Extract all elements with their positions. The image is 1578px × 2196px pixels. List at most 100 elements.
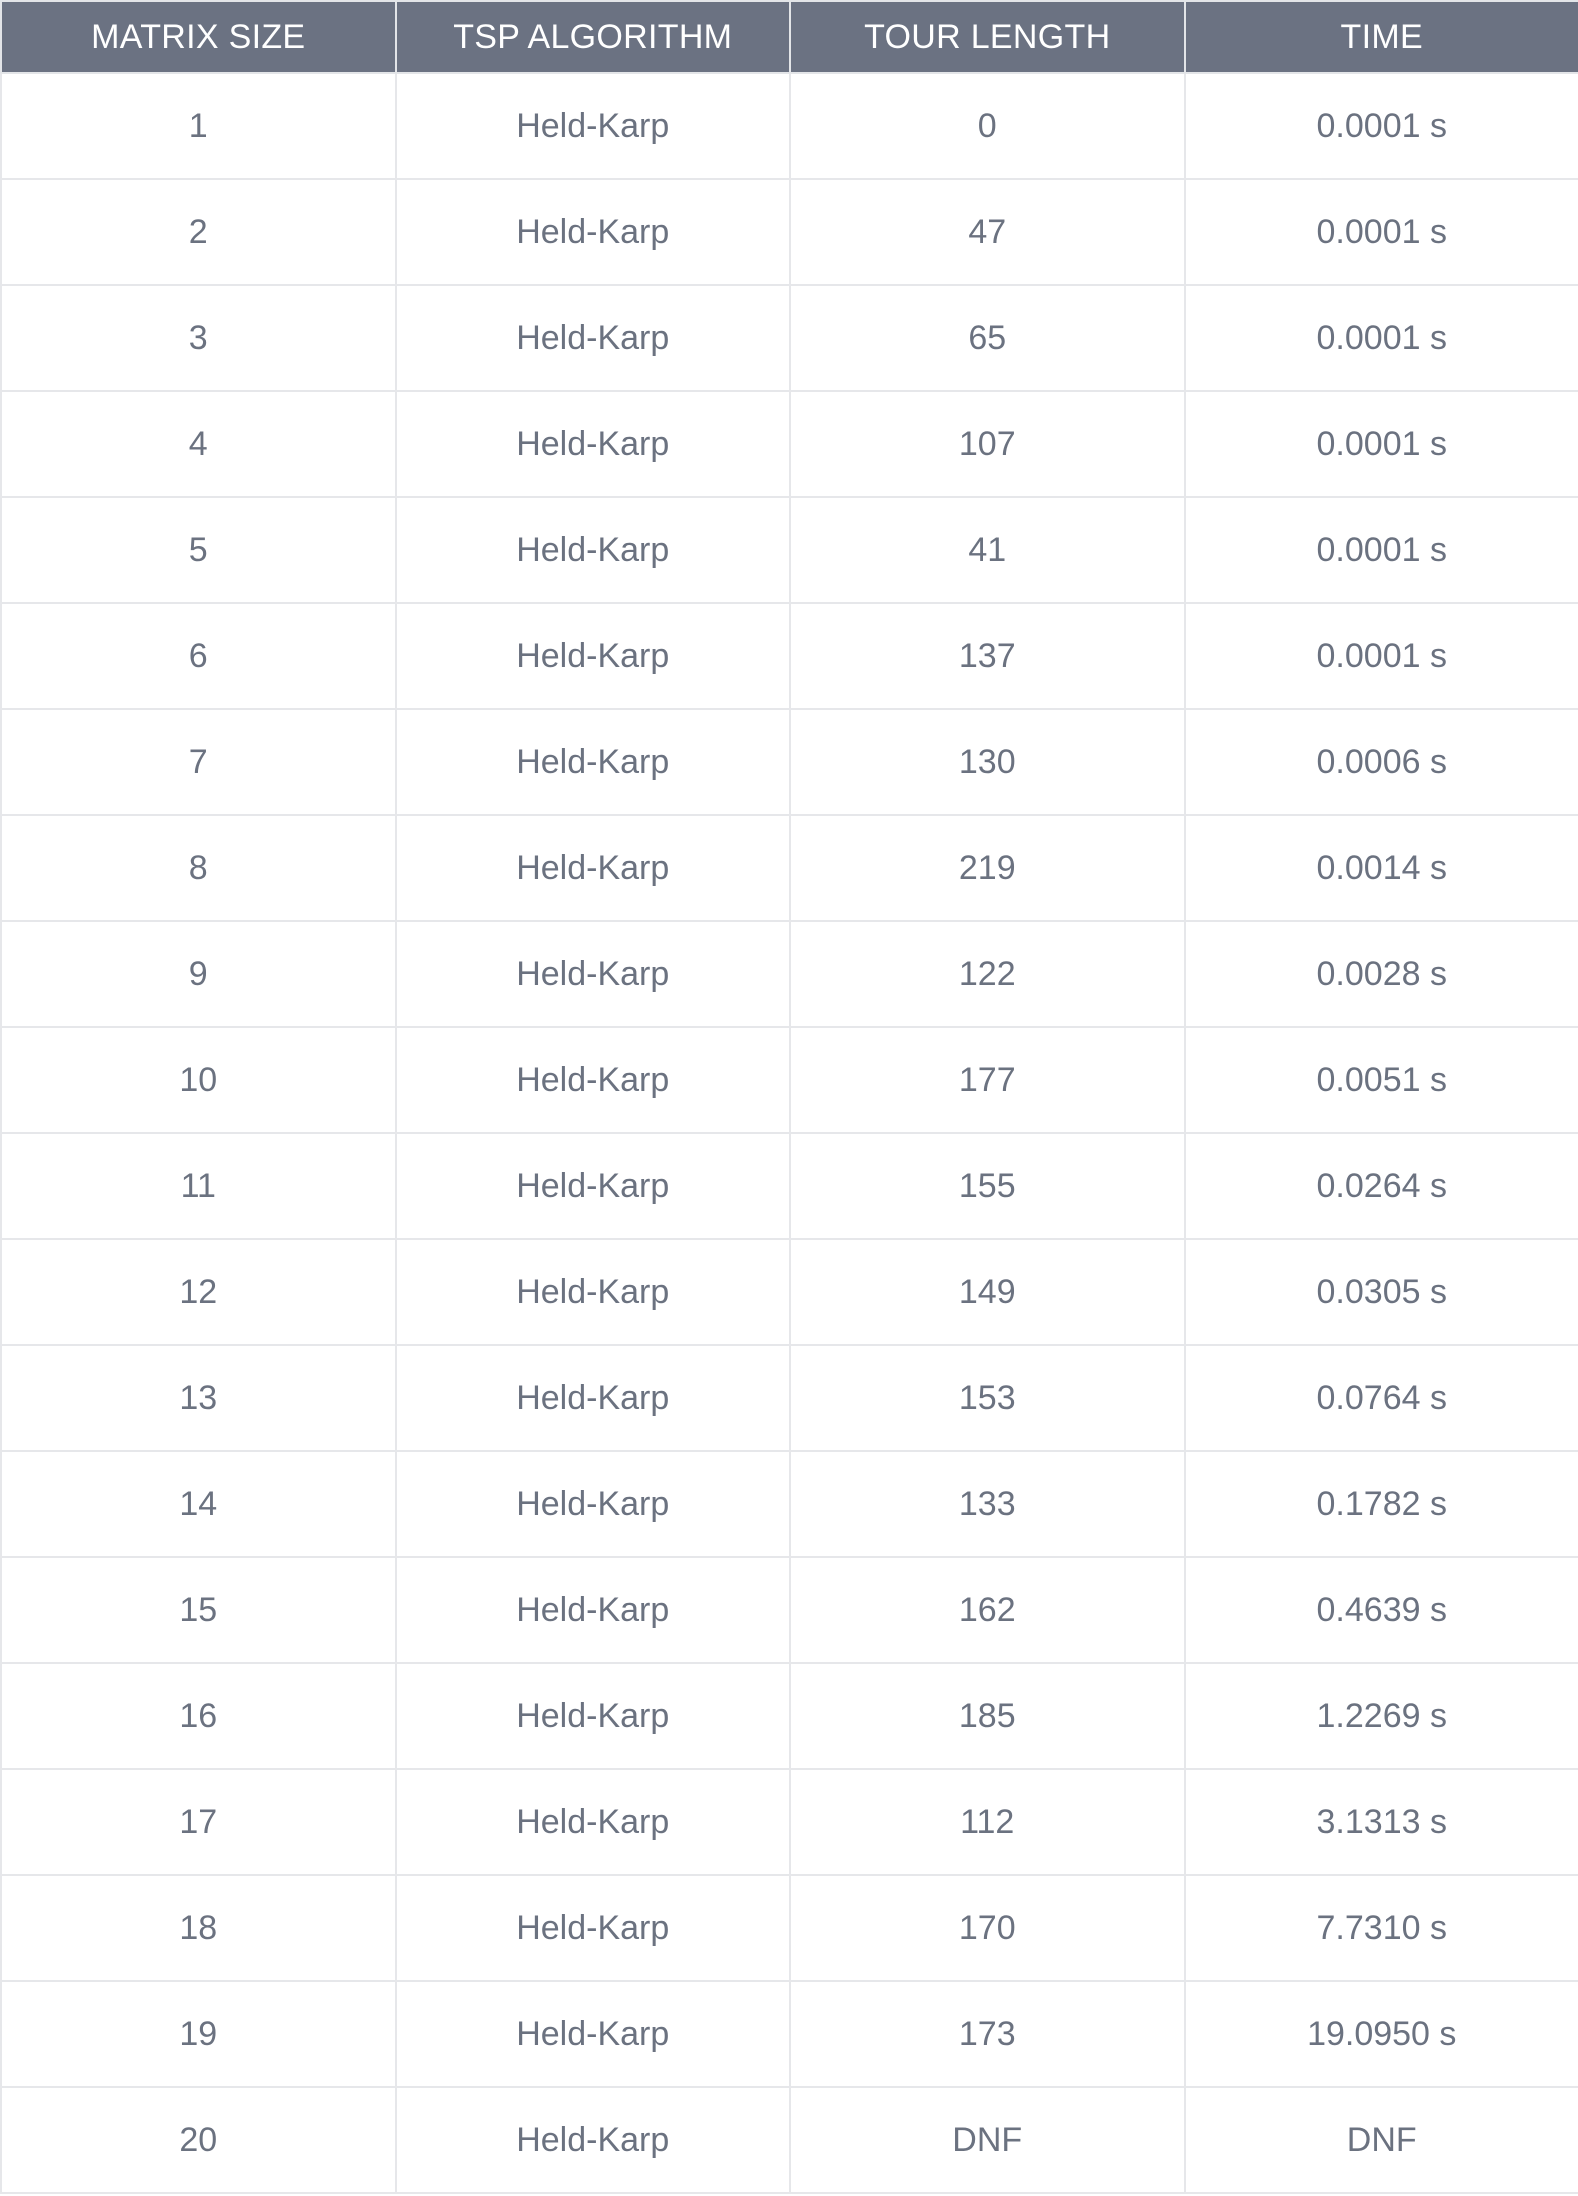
cell-matrix-size: 3 [0,284,397,392]
cell-time: 7.7310 s [1183,1874,1578,1982]
table-row: 1 Held-Karp 0 0.0001 s [0,72,1578,180]
cell-time: 0.0006 s [1183,708,1578,816]
cell-matrix-size: 7 [0,708,397,816]
table-row: 10 Held-Karp 177 0.0051 s [0,1026,1578,1134]
cell-time: DNF [1183,2086,1578,2194]
cell-matrix-size: 16 [0,1662,397,1770]
cell-tsp-algorithm: Held-Karp [394,1556,791,1664]
cell-matrix-size: 5 [0,496,397,604]
cell-tsp-algorithm: Held-Karp [394,920,791,1028]
cell-time: 0.0001 s [1183,72,1578,180]
table-row: 4 Held-Karp 107 0.0001 s [0,390,1578,498]
table-row: 20 Held-Karp DNF DNF [0,2086,1578,2194]
cell-matrix-size: 9 [0,920,397,1028]
cell-tsp-algorithm: Held-Karp [394,1662,791,1770]
cell-matrix-size: 19 [0,1980,397,2088]
cell-time: 0.0001 s [1183,178,1578,286]
cell-matrix-size: 10 [0,1026,397,1134]
cell-tsp-algorithm: Held-Karp [394,390,791,498]
cell-time: 0.0051 s [1183,1026,1578,1134]
cell-time: 3.1313 s [1183,1768,1578,1876]
table-row: 5 Held-Karp 41 0.0001 s [0,496,1578,604]
cell-tsp-algorithm: Held-Karp [394,1768,791,1876]
cell-matrix-size: 13 [0,1344,397,1452]
cell-tsp-algorithm: Held-Karp [394,1980,791,2088]
cell-tour-length: 219 [789,814,1186,922]
table-row: 18 Held-Karp 170 7.7310 s [0,1874,1578,1982]
cell-time: 0.0001 s [1183,390,1578,498]
cell-tour-length: 133 [789,1450,1186,1558]
cell-time: 0.0001 s [1183,284,1578,392]
table-row: 14 Held-Karp 133 0.1782 s [0,1450,1578,1558]
cell-matrix-size: 17 [0,1768,397,1876]
cell-tour-length: 107 [789,390,1186,498]
cell-tour-length: 130 [789,708,1186,816]
cell-matrix-size: 11 [0,1132,397,1240]
cell-tsp-algorithm: Held-Karp [394,178,791,286]
cell-matrix-size: 2 [0,178,397,286]
cell-tour-length: 65 [789,284,1186,392]
table-row: 7 Held-Karp 130 0.0006 s [0,708,1578,816]
table-row: 17 Held-Karp 112 3.1313 s [0,1768,1578,1876]
table-header: MATRIX SIZE TSP ALGORITHM TOUR LENGTH TI… [0,0,1578,74]
cell-tour-length: 162 [789,1556,1186,1664]
cell-tour-length: 170 [789,1874,1186,1982]
cell-matrix-size: 18 [0,1874,397,1982]
cell-matrix-size: 4 [0,390,397,498]
cell-tsp-algorithm: Held-Karp [394,1450,791,1558]
cell-time: 0.1782 s [1183,1450,1578,1558]
cell-matrix-size: 15 [0,1556,397,1664]
cell-time: 0.0001 s [1183,496,1578,604]
cell-time: 0.0014 s [1183,814,1578,922]
cell-matrix-size: 14 [0,1450,397,1558]
cell-time: 0.0305 s [1183,1238,1578,1346]
cell-tour-length: 153 [789,1344,1186,1452]
cell-tsp-algorithm: Held-Karp [394,2086,791,2194]
cell-tour-length: 155 [789,1132,1186,1240]
table-row: 9 Held-Karp 122 0.0028 s [0,920,1578,1028]
cell-matrix-size: 12 [0,1238,397,1346]
cell-tour-length: 185 [789,1662,1186,1770]
cell-matrix-size: 6 [0,602,397,710]
cell-time: 0.0028 s [1183,920,1578,1028]
cell-tsp-algorithm: Held-Karp [394,496,791,604]
cell-tour-length: 173 [789,1980,1186,2088]
table-row: 11 Held-Karp 155 0.0264 s [0,1132,1578,1240]
header-matrix-size: MATRIX SIZE [0,0,397,74]
cell-tour-length: 112 [789,1768,1186,1876]
header-time: TIME [1183,0,1578,74]
cell-tour-length: 149 [789,1238,1186,1346]
cell-time: 0.0264 s [1183,1132,1578,1240]
table-row: 15 Held-Karp 162 0.4639 s [0,1556,1578,1664]
table-row: 3 Held-Karp 65 0.0001 s [0,284,1578,392]
cell-tsp-algorithm: Held-Karp [394,708,791,816]
cell-time: 1.2269 s [1183,1662,1578,1770]
table-row: 2 Held-Karp 47 0.0001 s [0,178,1578,286]
cell-matrix-size: 1 [0,72,397,180]
table-row: 12 Held-Karp 149 0.0305 s [0,1238,1578,1346]
cell-tsp-algorithm: Held-Karp [394,72,791,180]
cell-tsp-algorithm: Held-Karp [394,602,791,710]
cell-tour-length: 122 [789,920,1186,1028]
table-row: 13 Held-Karp 153 0.0764 s [0,1344,1578,1452]
header-tour-length: TOUR LENGTH [789,0,1186,74]
cell-tsp-algorithm: Held-Karp [394,1238,791,1346]
cell-time: 0.0764 s [1183,1344,1578,1452]
table-row: 6 Held-Karp 137 0.0001 s [0,602,1578,710]
cell-matrix-size: 8 [0,814,397,922]
cell-tour-length: 177 [789,1026,1186,1134]
table-row: 19 Held-Karp 173 19.0950 s [0,1980,1578,2088]
cell-matrix-size: 20 [0,2086,397,2194]
cell-time: 0.4639 s [1183,1556,1578,1664]
table-row: 8 Held-Karp 219 0.0014 s [0,814,1578,922]
cell-tour-length: DNF [789,2086,1186,2194]
cell-time: 0.0001 s [1183,602,1578,710]
header-tsp-algorithm: TSP ALGORITHM [394,0,791,74]
cell-tsp-algorithm: Held-Karp [394,1132,791,1240]
cell-tsp-algorithm: Held-Karp [394,284,791,392]
cell-tour-length: 41 [789,496,1186,604]
cell-tour-length: 0 [789,72,1186,180]
